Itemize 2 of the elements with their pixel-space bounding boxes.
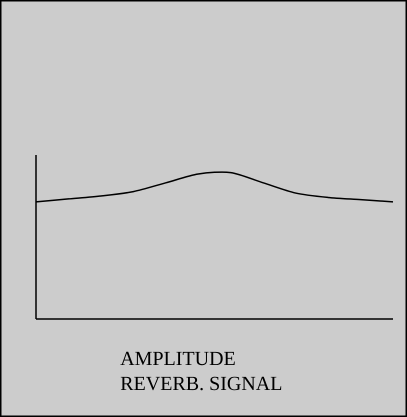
text: REVERB. SIGNAL [120,376,282,390]
x-axis-title: AMPLITUDE [120,352,235,366]
